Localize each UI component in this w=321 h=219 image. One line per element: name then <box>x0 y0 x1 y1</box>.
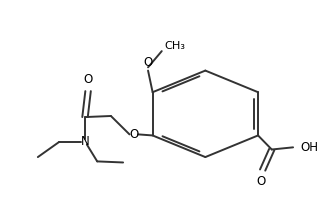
Text: O: O <box>83 73 93 86</box>
Text: O: O <box>129 128 138 141</box>
Text: OH: OH <box>301 141 319 154</box>
Text: N: N <box>81 135 90 148</box>
Text: O: O <box>256 175 266 188</box>
Text: CH₃: CH₃ <box>165 41 186 51</box>
Text: O: O <box>143 56 153 69</box>
